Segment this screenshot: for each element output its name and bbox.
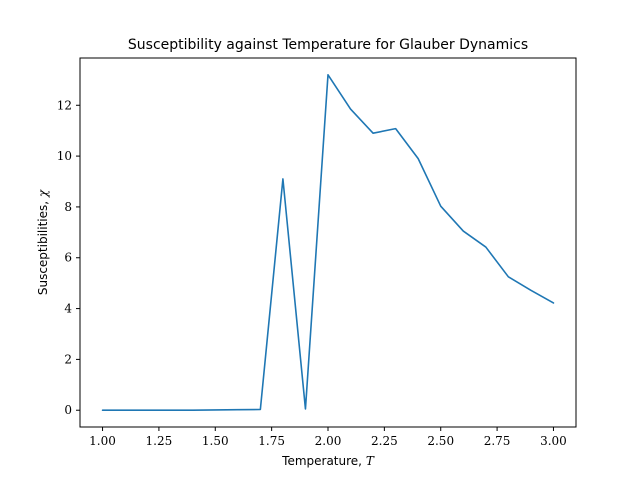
y-tick-label: 12 [57, 98, 72, 112]
x-axis-label: Temperature, T [281, 454, 375, 468]
y-axis: 0 2 4 6 8 10 12 [57, 98, 80, 417]
x-tick-label: 1.75 [258, 434, 285, 448]
x-tick-label: 1.25 [146, 434, 173, 448]
x-tick-label: 2.50 [427, 434, 454, 448]
series-line [101, 73, 555, 412]
x-tick-label: 1.00 [89, 434, 116, 448]
plot-frame [79, 57, 577, 428]
x-tick-label: 2.75 [484, 434, 511, 448]
y-tick-label: 4 [64, 302, 72, 316]
y-tick-label: 0 [64, 403, 72, 417]
y-tick-label: 10 [57, 149, 72, 163]
y-tick-label: 6 [64, 251, 72, 265]
x-tick-label: 2.00 [315, 434, 342, 448]
x-tick-label: 2.25 [371, 434, 398, 448]
x-tick-label: 3.00 [540, 434, 567, 448]
y-tick-label: 8 [64, 200, 72, 214]
chart-title: Susceptibility against Temperature for G… [128, 37, 528, 53]
y-axis-label: Susceptibilities, χ [36, 189, 50, 295]
y-tick-label: 2 [64, 352, 72, 366]
series-layer [101, 73, 555, 412]
x-axis: 1.00 1.25 1.50 1.75 2.00 2.25 2.50 2.75 3.00 [89, 427, 567, 448]
plot-area: 1.00 1.25 1.50 1.75 2.00 2.25 2.50 2.75 3.00 0 2 4… [57, 57, 577, 448]
x-tick-label: 1.50 [202, 434, 229, 448]
